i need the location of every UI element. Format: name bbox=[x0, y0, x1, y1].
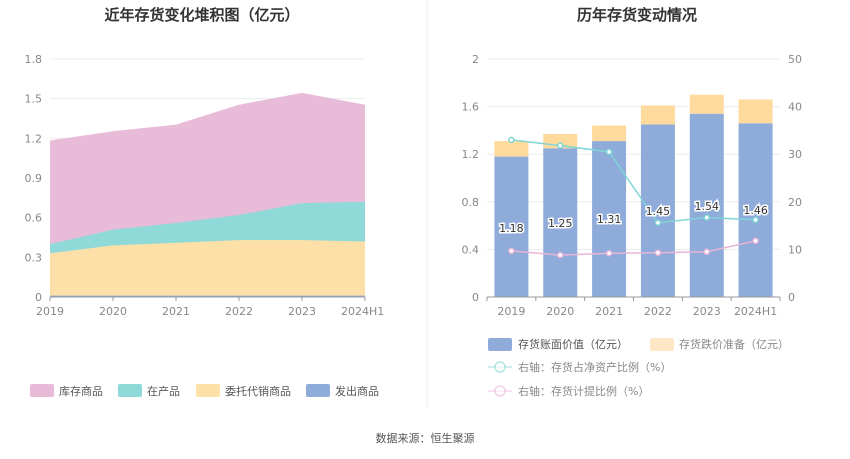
right-x-tick-label: 2023 bbox=[693, 305, 721, 318]
left-y-tick-label: 0.9 bbox=[25, 172, 43, 185]
left-chart-title: 近年存货变化堆积图（亿元） bbox=[104, 6, 299, 24]
right-chart-title: 历年存货变动情况 bbox=[577, 6, 697, 24]
area-edge bbox=[49, 92, 366, 142]
left-areas bbox=[49, 92, 366, 297]
left-y-axis: 0 0.3 0.6 0.9 1.2 1.5 1.8 bbox=[25, 53, 43, 304]
left-legend: 库存商品 在产品 委托代销商品 发出商品 bbox=[30, 384, 379, 398]
legend-label: 库存商品 bbox=[59, 384, 103, 398]
legend-label: 在产品 bbox=[147, 384, 180, 398]
area-stock-goods bbox=[50, 93, 365, 245]
legend-label: 存货账面价值（亿元） bbox=[518, 337, 628, 351]
right-y2-tick-label: 0 bbox=[788, 291, 795, 304]
left-y-tick-label: 1.8 bbox=[25, 53, 43, 66]
right-gridlines bbox=[487, 58, 780, 298]
line-provision-ratio-point bbox=[557, 251, 564, 259]
left-y-tick-label: 0.3 bbox=[25, 251, 43, 264]
left-y-tick-label: 0.6 bbox=[25, 212, 43, 225]
right-x-tick-label: 2019 bbox=[497, 305, 525, 318]
left-y-tick-label: 1.5 bbox=[25, 93, 43, 106]
bar-impairment bbox=[689, 94, 724, 114]
right-legend: 存货账面价值（亿元） 存货跌价准备（亿元） 右轴：存货占净资产比例（%） 右轴：存货计… bbox=[488, 337, 789, 398]
right-x-tick-label: 2020 bbox=[546, 305, 574, 318]
line-provision-ratio-point bbox=[508, 247, 515, 255]
legend-swatch bbox=[30, 384, 54, 397]
data-source: 数据来源：恒生聚源 bbox=[376, 431, 475, 445]
line-inventory-to-net-assets-point bbox=[508, 136, 515, 144]
area-consigned-goods bbox=[50, 240, 365, 296]
left-x-axis: 2019 2020 2021 2022 2023 2024H1 bbox=[36, 296, 384, 318]
bar-value-label: 1.31 bbox=[597, 213, 622, 226]
inventory-stacked-area-chart: 近年存货变化堆积图（亿元） 00.30.60.91.21.51.8 2019 20… bbox=[25, 6, 385, 398]
right-lines bbox=[508, 136, 759, 259]
bar-book-value bbox=[640, 124, 675, 297]
line-provision-ratio-point bbox=[654, 249, 662, 256]
left-x-tick-label: 2020 bbox=[99, 305, 127, 318]
right-x-tick-label: 2021 bbox=[595, 305, 623, 318]
bar-impairment bbox=[640, 105, 675, 125]
line-inventory-to-net-assets-point bbox=[654, 219, 662, 226]
legend-swatch-book-value bbox=[488, 338, 512, 351]
legend-line-marker bbox=[494, 361, 506, 373]
line-inventory-to-net-assets-point bbox=[703, 214, 710, 221]
bar-impairment bbox=[494, 141, 529, 157]
line-provision-ratio-point bbox=[605, 249, 613, 257]
left-x-tick-label: 2021 bbox=[162, 305, 190, 318]
line-provision-ratio bbox=[511, 240, 756, 256]
legend-swatch bbox=[196, 384, 220, 397]
right-y2-tick-label: 20 bbox=[788, 196, 802, 209]
legend-swatch-impairment bbox=[650, 338, 674, 351]
legend-swatch bbox=[306, 384, 330, 397]
line-inventory-to-net-assets bbox=[511, 139, 756, 224]
right-data-labels: 1.18 1.25 1.31 1.45 1.54 1.46 bbox=[498, 199, 770, 237]
right-y2-tick-label: 40 bbox=[788, 101, 802, 114]
bar-book-value bbox=[543, 148, 578, 297]
line-inventory-to-net-assets-point bbox=[752, 216, 759, 224]
right-y2-tick-label: 50 bbox=[788, 53, 802, 66]
line-provision-ratio-point bbox=[703, 248, 710, 256]
right-y-axis-left: 0 0.4 0.8 1.2 1.6 2 bbox=[462, 53, 480, 304]
legend-label: 发出商品 bbox=[335, 384, 379, 398]
left-x-tick-label: 2019 bbox=[36, 305, 64, 318]
right-bars bbox=[494, 94, 773, 298]
bar-value-label: 1.45 bbox=[646, 205, 671, 218]
inventory-change-bar-chart: 历年存货变动情况 1.18 1.25 1.31 1.45 1.54 1.46 0 0.4 0.… bbox=[462, 6, 803, 398]
left-x-tick-label: 2023 bbox=[288, 305, 316, 318]
right-y-tick-label: 1.2 bbox=[462, 148, 480, 161]
left-x-tick-label: 2022 bbox=[225, 305, 253, 318]
right-y-tick-label: 0 bbox=[472, 291, 479, 304]
legend-label: 右轴：存货占净资产比例（%） bbox=[518, 360, 671, 374]
right-y-tick-label: 2 bbox=[472, 53, 479, 66]
bar-book-value bbox=[738, 123, 773, 297]
bar-book-value bbox=[494, 156, 529, 297]
bar-value-label: 1.25 bbox=[548, 217, 573, 230]
area-work-in-progress bbox=[50, 201, 365, 254]
bar-value-label: 1.54 bbox=[695, 200, 720, 213]
legend-swatch bbox=[118, 384, 142, 397]
bar-value-label: 1.18 bbox=[499, 222, 524, 235]
right-y2-tick-label: 30 bbox=[788, 148, 802, 161]
right-y-tick-label: 0.8 bbox=[462, 196, 480, 209]
legend-line-marker bbox=[494, 385, 506, 397]
bar-impairment bbox=[738, 99, 773, 124]
legend-label: 委托代销商品 bbox=[225, 384, 291, 398]
right-x-axis: 2019 2020 2021 2022 2023 2024H1 bbox=[486, 296, 781, 318]
legend-label: 存货跌价准备（亿元） bbox=[679, 337, 789, 351]
line-provision-ratio-point bbox=[752, 237, 759, 245]
right-y-tick-label: 0.4 bbox=[462, 243, 480, 256]
bar-impairment bbox=[592, 125, 627, 142]
right-x-tick-label: 2024H1 bbox=[734, 305, 777, 318]
line-inventory-to-net-assets-point bbox=[605, 148, 613, 156]
line-inventory-to-net-assets-point bbox=[557, 142, 564, 149]
left-y-tick-label: 1.2 bbox=[25, 132, 43, 145]
right-x-tick-label: 2022 bbox=[644, 305, 672, 318]
left-x-tick-label: 2024H1 bbox=[341, 305, 384, 318]
right-y2-tick-label: 10 bbox=[788, 243, 802, 256]
right-y-axis-right: 0 10 20 30 40 50 bbox=[788, 53, 802, 304]
right-y-tick-label: 1.6 bbox=[462, 101, 480, 114]
bar-book-value bbox=[689, 113, 724, 298]
bar-value-label: 1.46 bbox=[743, 204, 768, 217]
left-y-tick-label: 0 bbox=[35, 291, 42, 304]
legend-label: 右轴：存货计提比例（%） bbox=[518, 384, 649, 398]
